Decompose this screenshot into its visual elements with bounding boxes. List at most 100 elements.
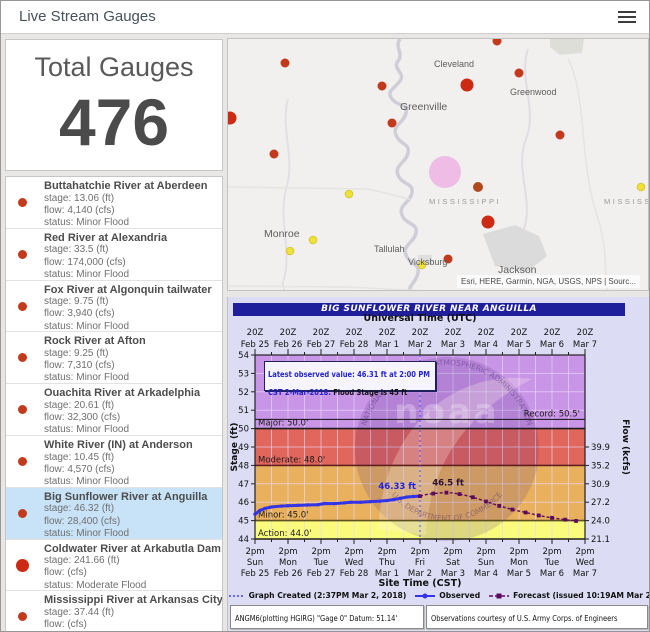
- gauge-stage: stage: 37.44 (ft): [44, 606, 115, 618]
- total-gauges-card: Total Gauges 476: [5, 39, 223, 171]
- utc-axis: 20Z Feb 25 20Z Feb 26 20Z Feb 27 20Z Feb 28 20Z M…: [241, 328, 597, 355]
- gauge-list-item[interactable]: Red River at Alexandria stage: 33.5 (ft) f…: [6, 229, 222, 281]
- map-gauge-dot-action[interactable]: [636, 182, 646, 192]
- svg-text:Wed: Wed: [576, 558, 595, 568]
- gauge-flow: flow: 7,310 (cfs): [44, 360, 115, 372]
- svg-text:Sat: Sat: [446, 558, 461, 568]
- svg-text:39.9: 39.9: [591, 443, 610, 453]
- stage-axis-title: Stage (ft): [230, 423, 240, 472]
- map-gauge-dot-moderate[interactable]: [460, 78, 474, 92]
- svg-text:45: 45: [238, 517, 249, 527]
- svg-text:20Z: 20Z: [313, 328, 330, 338]
- map-gauge-dot-minor[interactable]: [514, 68, 524, 78]
- svg-text:Mar 2: Mar 2: [408, 569, 432, 579]
- record-stage-label: Record: 50.5': [524, 409, 580, 419]
- map-gauge-dot-minor[interactable]: [387, 118, 397, 128]
- map-gauge-dot-minor-dark[interactable]: [473, 182, 483, 192]
- map-urban-area-vicksburg: [418, 255, 432, 264]
- map-gauge-dot-action[interactable]: [344, 189, 354, 199]
- svg-text:Feb 25: Feb 25: [241, 340, 270, 350]
- map-city-label: Vicksburg: [408, 257, 447, 267]
- gauge-stage: stage: 241.66 (ft): [44, 555, 120, 567]
- map-gauge-dot-minor[interactable]: [280, 58, 290, 68]
- svg-text:Feb 27: Feb 27: [307, 340, 336, 350]
- gauge-status-dot: [18, 353, 27, 363]
- gauge-flow: flow: 4,140 (cfs): [44, 204, 115, 216]
- legend-swatch: [415, 593, 436, 598]
- observed-series: [253, 494, 422, 516]
- map-gauge-dot-action[interactable]: [285, 246, 295, 256]
- map-road: [567, 58, 609, 290]
- utc-axis-title: Universal Time (UTC): [363, 313, 477, 324]
- svg-text:2pm: 2pm: [575, 547, 594, 557]
- map-gauge-dot-minor[interactable]: [443, 254, 453, 264]
- latest-observed-line1: Latest observed value: 46.31 ft at 2:00 …: [268, 370, 430, 379]
- gauge-list-item[interactable]: Coldwater River at Arkabutla Dam stage: 2…: [6, 540, 222, 592]
- gauge-status: status: Minor Flood: [44, 424, 130, 436]
- gauge-list-item[interactable]: Buttahatchie River at Aberdeen stage: 13.…: [6, 177, 222, 229]
- gauge-flow: flow: 32,300 (cfs): [44, 411, 121, 423]
- svg-text:44: 44: [238, 535, 249, 545]
- gauge-list-item[interactable]: Fox River at Algonquin tailwater stage: 9…: [6, 281, 222, 333]
- svg-text:Mar 3: Mar 3: [441, 340, 465, 350]
- observations-credit-box: Observations courtesy of U.S. Army Corps…: [426, 605, 648, 629]
- site-time-axis-title: Site Time (CST): [378, 578, 462, 589]
- gauge-list-item[interactable]: Mississippi River at Arkansas City stage:…: [6, 591, 222, 631]
- gauge-list-item[interactable]: Ouachita River at Arkadelphia stage: 20.6…: [6, 384, 222, 436]
- gauge-name: Mississippi River at Arkansas City: [44, 594, 222, 607]
- latest-observed-line2-date: CST 2-Mar-2018.: [268, 388, 331, 397]
- svg-text:Mar 1: Mar 1: [375, 340, 399, 350]
- svg-text:21.1: 21.1: [591, 535, 610, 545]
- svg-text:Mar 3: Mar 3: [441, 569, 465, 579]
- river-path: [388, 39, 420, 290]
- svg-text:20Z: 20Z: [511, 328, 528, 338]
- svg-text:Feb 27: Feb 27: [307, 569, 336, 579]
- svg-text:30.9: 30.9: [591, 480, 610, 490]
- svg-text:52: 52: [238, 388, 249, 398]
- map-gauge-dot-moderate[interactable]: [481, 215, 495, 229]
- map-canvas[interactable]: Cleveland Greenwood Greenville Monroe Tallul…: [228, 39, 649, 291]
- svg-text:Feb 26: Feb 26: [274, 340, 303, 350]
- gauge-list-item[interactable]: White River (IN) at Anderson stage: 10.45…: [6, 436, 222, 488]
- svg-text:35.2: 35.2: [591, 461, 610, 471]
- svg-text:20Z: 20Z: [577, 328, 594, 338]
- hamburger-menu-icon[interactable]: [618, 11, 636, 25]
- map-gauge-dot-minor[interactable]: [555, 130, 565, 140]
- map-panel[interactable]: Cleveland Greenwood Greenville Monroe Tallul…: [227, 38, 649, 291]
- gauge-name: White River (IN) at Anderson: [44, 438, 193, 451]
- flood-stage-label-minor: Minor: 45.0': [258, 511, 308, 521]
- svg-text:Feb 28: Feb 28: [340, 340, 369, 350]
- map-gauge-dot-moderate[interactable]: [228, 111, 237, 125]
- map-gauge-dot-minor[interactable]: [269, 149, 279, 159]
- svg-text:Mar 7: Mar 7: [573, 340, 597, 350]
- page-title: Live Stream Gauges: [19, 8, 156, 25]
- svg-text:Mar 7: Mar 7: [573, 569, 597, 579]
- svg-text:20Z: 20Z: [544, 328, 561, 338]
- svg-text:Mar 4: Mar 4: [474, 340, 498, 350]
- gauge-name: Rock River at Afton: [44, 335, 146, 348]
- hydrograph-panel: BIG SUNFLOWER RIVER NEAR ANGUILLA Univer…: [227, 297, 649, 631]
- gauge-name: Fox River at Algonquin tailwater: [44, 283, 212, 296]
- forecast-crest-label: 46.5 ft: [432, 479, 464, 489]
- map-gauge-dot-action[interactable]: [417, 260, 427, 270]
- svg-text:Wed: Wed: [345, 558, 364, 568]
- gauge-status: status: Minor Flood: [44, 320, 130, 332]
- map-gauge-dot-action[interactable]: [308, 235, 318, 245]
- svg-text:20Z: 20Z: [478, 328, 495, 338]
- svg-text:20Z: 20Z: [379, 328, 396, 338]
- svg-text:2pm: 2pm: [377, 547, 396, 557]
- map-gauge-dot-minor[interactable]: [492, 39, 502, 46]
- gauge-list-item[interactable]: Rock River at Afton stage: 9.25 (ft) flow:…: [6, 332, 222, 385]
- gauge-stage: stage: 9.25 (ft): [44, 347, 109, 359]
- map-gauge-dot-minor[interactable]: [292, 291, 301, 292]
- svg-text:2pm: 2pm: [509, 547, 528, 557]
- svg-text:2pm: 2pm: [542, 547, 561, 557]
- gauge-stage: stage: 9.75 (ft): [44, 296, 109, 308]
- gauge-name: Buttahatchie River at Aberdeen: [44, 180, 208, 192]
- gauge-flow: flow: 4,570 (cfs): [44, 463, 115, 475]
- svg-text:Thu: Thu: [378, 558, 395, 568]
- svg-text:Sun: Sun: [478, 558, 494, 568]
- gauge-list-item[interactable]: Big Sunflower River at Anguilla stage: 46…: [6, 487, 222, 540]
- map-gauge-dot-minor[interactable]: [377, 81, 387, 91]
